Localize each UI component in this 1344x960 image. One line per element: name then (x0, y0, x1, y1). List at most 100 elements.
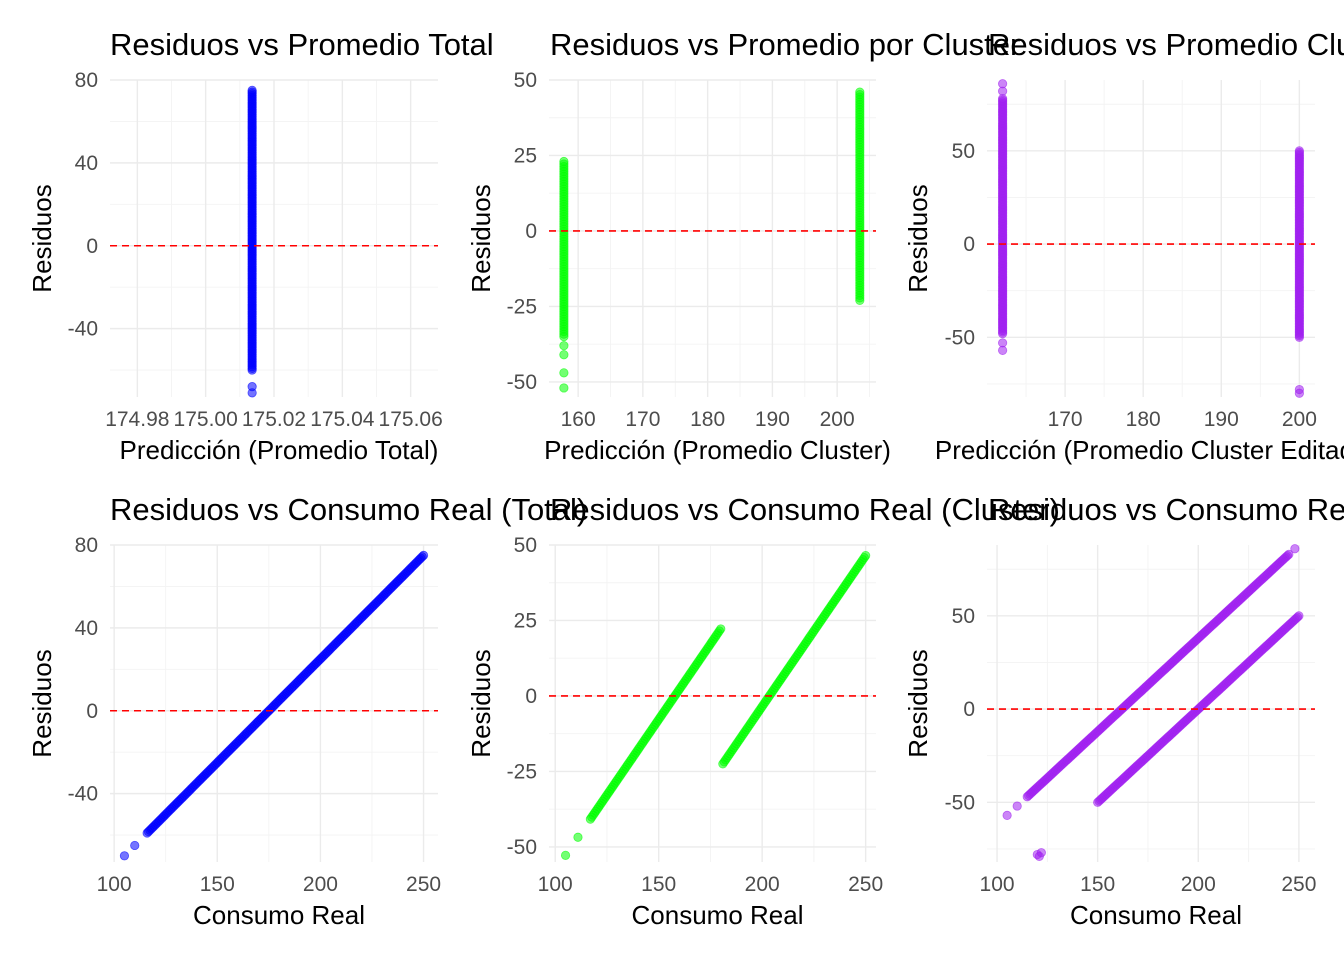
chart-title: Residuos vs Consumo Real (Total) (110, 492, 587, 527)
x-axis-title: Consumo Real (632, 900, 804, 930)
x-tick-label: 100 (980, 873, 1015, 896)
data-point (1294, 611, 1304, 621)
x-tick-label: 200 (1181, 873, 1216, 896)
x-tick-label: 200 (1282, 408, 1317, 431)
y-tick-label: 0 (86, 235, 98, 258)
panel-1: 174.98 175.00 175.02 175.04 175.06 -40 0 40 80 Pr… (27, 69, 443, 465)
y-tick-label: 0 (525, 685, 537, 708)
points (247, 85, 257, 398)
panel-4: 100 150 200 250 -40 0 40 80 Consumo Real Residuos (27, 534, 441, 930)
data-point (1284, 549, 1294, 559)
y-tick-label: 50 (952, 140, 975, 163)
y-tick-label: 80 (75, 69, 98, 92)
panel-5: 100 150 200 250 -50 -25 0 25 50 Consumo Real Resid… (466, 534, 883, 930)
y-tick-label: -50 (507, 836, 537, 859)
x-tick-label: 175.06 (379, 408, 443, 431)
chart-title: Residuos vs Consumo Real (Cluster) (550, 492, 1060, 527)
y-axis-title: Residuos (903, 649, 933, 757)
data-point (418, 550, 429, 560)
x-tick-label: 170 (625, 408, 660, 431)
y-tick-label: -40 (68, 318, 98, 341)
y-tick-label: 50 (514, 69, 537, 92)
y-tick-label: -50 (945, 326, 975, 349)
panel-3: 170 180 190 200 -50 0 50 Predicción (Promedio C… (903, 79, 1344, 465)
data-point (573, 832, 583, 842)
y-tick-label: 0 (86, 700, 98, 723)
x-tick-label: 100 (538, 873, 573, 896)
y-axis-title: Residuos (27, 184, 57, 292)
data-point (1012, 801, 1022, 811)
y-tick-label: 0 (963, 698, 975, 721)
data-point (559, 383, 569, 393)
data-point (1036, 848, 1046, 858)
x-tick-label: 175.02 (242, 408, 306, 431)
x-tick-label: 180 (1126, 408, 1161, 431)
data-point (559, 341, 569, 351)
x-tick-label: 150 (1080, 873, 1115, 896)
y-tick-label: -40 (68, 783, 98, 806)
plots-layer: 174.98 175.00 175.02 175.04 175.06 -40 0 40 80 Pr… (27, 69, 1344, 930)
x-tick-label: 250 (848, 873, 883, 896)
panel-2: 160 170 180 190 200 -50 -25 0 25 50 Predicción (Pr… (466, 69, 891, 465)
y-axis-title: Residuos (466, 649, 496, 757)
y-axis-title: Residuos (903, 184, 933, 292)
y-tick-label: 50 (952, 605, 975, 628)
data-point (559, 156, 569, 167)
data-point (119, 851, 130, 861)
points (119, 550, 429, 861)
chart-title: Residuos vs Promedio Cluster Editado (988, 27, 1344, 62)
y-tick-label: -25 (507, 295, 537, 318)
y-axis-title: Residuos (27, 649, 57, 757)
x-axis-title: Consumo Real (1070, 900, 1242, 930)
panel-6: 100 150 200 250 -50 0 50 Consumo Real Residuos (903, 544, 1316, 930)
chart-title: Residuos vs Promedio Total (110, 27, 494, 62)
data-point (247, 388, 257, 398)
x-axis-title: Predicción (Promedio Cluster) (544, 435, 891, 465)
data-point (559, 368, 569, 378)
points (559, 87, 865, 393)
data-point (559, 350, 569, 360)
points (998, 79, 1304, 398)
y-tick-label: 25 (514, 609, 537, 632)
x-tick-label: 100 (97, 873, 132, 896)
data-point (560, 850, 571, 860)
data-point (1294, 146, 1304, 156)
y-tick-label: -25 (507, 760, 537, 783)
x-tick-label: 250 (406, 873, 441, 896)
chart-title: Residuos vs Promedio por Cluster (550, 27, 1020, 62)
x-tick-label: 150 (641, 873, 676, 896)
data-point (1290, 544, 1300, 554)
x-tick-label: 170 (1048, 408, 1083, 431)
x-tick-label: 180 (690, 408, 725, 431)
y-tick-label: 25 (514, 144, 537, 167)
x-tick-label: 200 (745, 873, 780, 896)
x-tick-label: 174.98 (105, 408, 169, 431)
x-tick-label: 175.04 (310, 408, 375, 431)
x-tick-label: 200 (820, 408, 855, 431)
points (560, 550, 871, 860)
titles-layer: Residuos vs Promedio Total Residuos vs Pr… (110, 27, 1344, 527)
x-axis-title: Predicción (Promedio Cluster Editado) (935, 435, 1344, 465)
y-tick-label: 0 (963, 233, 975, 256)
y-tick-label: -50 (945, 791, 975, 814)
x-tick-label: 200 (303, 873, 338, 896)
data-point (855, 87, 865, 97)
data-point (1294, 388, 1304, 398)
data-point (861, 550, 871, 561)
y-tick-label: 80 (75, 534, 98, 557)
data-point (998, 79, 1008, 89)
x-tick-label: 250 (1281, 873, 1316, 896)
x-tick-label: 190 (1204, 408, 1239, 431)
x-tick-label: 150 (200, 873, 235, 896)
y-tick-label: 50 (514, 534, 537, 557)
data-point (716, 624, 726, 634)
x-tick-label: 175.00 (174, 408, 238, 431)
x-axis-title: Predicción (Promedio Total) (120, 435, 439, 465)
y-tick-label: -50 (507, 371, 537, 394)
data-point (247, 85, 257, 95)
points (1002, 544, 1304, 862)
data-point (998, 345, 1008, 355)
x-tick-label: 160 (561, 408, 596, 431)
data-point (130, 840, 140, 851)
